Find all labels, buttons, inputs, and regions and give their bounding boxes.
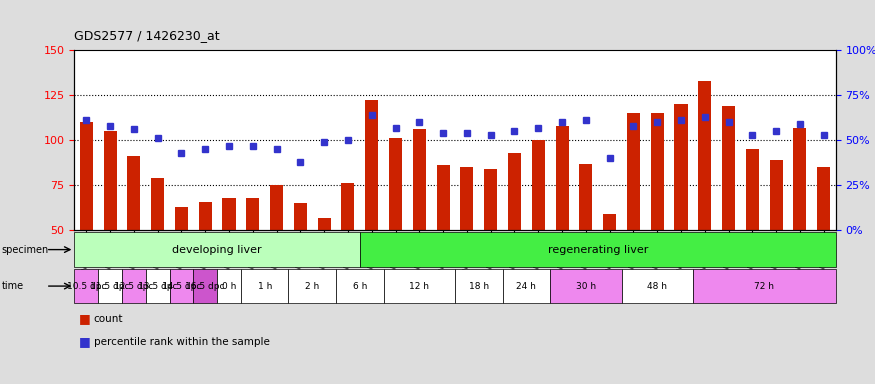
Text: developing liver: developing liver — [172, 245, 262, 255]
Text: 72 h: 72 h — [754, 281, 774, 291]
Bar — [103, 131, 116, 230]
Text: regenerating liver: regenerating liver — [548, 245, 648, 255]
Bar — [341, 184, 354, 230]
Text: specimen: specimen — [2, 245, 49, 255]
Bar — [794, 127, 807, 230]
Bar — [579, 164, 592, 230]
Bar — [455, 269, 502, 303]
Bar — [246, 198, 259, 230]
Bar — [294, 204, 307, 230]
Text: ■: ■ — [79, 335, 90, 348]
Bar — [217, 269, 241, 303]
Text: 14.5 dpc: 14.5 dpc — [162, 281, 201, 291]
Bar — [146, 269, 170, 303]
Bar — [621, 269, 693, 303]
Bar — [289, 269, 336, 303]
Bar — [770, 160, 783, 230]
Text: 13.5 dpc: 13.5 dpc — [138, 281, 178, 291]
Bar — [603, 214, 616, 230]
Bar — [80, 122, 93, 230]
Bar — [151, 178, 164, 230]
Bar — [556, 126, 569, 230]
Text: 30 h: 30 h — [576, 281, 596, 291]
Bar — [270, 185, 284, 230]
Bar — [193, 269, 217, 303]
Bar — [199, 202, 212, 230]
Bar — [484, 169, 497, 230]
Text: 0 h: 0 h — [222, 281, 236, 291]
Text: 11.5 dpc: 11.5 dpc — [90, 281, 130, 291]
Text: 10.5 dpc: 10.5 dpc — [66, 281, 106, 291]
Bar — [698, 81, 711, 230]
Bar — [507, 153, 521, 230]
Bar — [532, 140, 545, 230]
Bar — [460, 167, 473, 230]
Text: 48 h: 48 h — [648, 281, 668, 291]
Text: 1 h: 1 h — [257, 281, 272, 291]
Bar — [437, 166, 450, 230]
Text: count: count — [94, 314, 123, 324]
Bar — [675, 104, 688, 230]
Text: 24 h: 24 h — [516, 281, 536, 291]
Text: ■: ■ — [79, 312, 90, 325]
Bar — [746, 149, 759, 230]
Text: 12 h: 12 h — [410, 281, 430, 291]
Bar — [318, 218, 331, 230]
Bar — [383, 269, 455, 303]
Bar — [626, 113, 640, 230]
Bar — [122, 269, 146, 303]
Text: 16.5 dpc: 16.5 dpc — [186, 281, 225, 291]
Bar — [389, 138, 402, 230]
Bar — [175, 207, 188, 230]
Bar — [651, 113, 664, 230]
Text: percentile rank within the sample: percentile rank within the sample — [94, 337, 270, 347]
Text: GDS2577 / 1426230_at: GDS2577 / 1426230_at — [74, 29, 220, 42]
Bar — [241, 269, 289, 303]
Bar — [365, 101, 378, 230]
Bar — [222, 198, 235, 230]
Text: 2 h: 2 h — [305, 281, 319, 291]
Text: 6 h: 6 h — [353, 281, 367, 291]
Bar — [74, 232, 360, 267]
Bar — [98, 269, 122, 303]
Text: 18 h: 18 h — [469, 281, 489, 291]
Bar — [127, 156, 140, 230]
Bar — [817, 167, 830, 230]
Bar — [722, 106, 735, 230]
Text: time: time — [2, 281, 24, 291]
Bar — [170, 269, 193, 303]
Bar — [336, 269, 383, 303]
Bar — [693, 269, 836, 303]
Text: 12.5 dpc: 12.5 dpc — [114, 281, 153, 291]
Bar — [502, 269, 550, 303]
Bar — [360, 232, 836, 267]
Bar — [413, 129, 426, 230]
Bar — [74, 269, 98, 303]
Bar — [550, 269, 621, 303]
